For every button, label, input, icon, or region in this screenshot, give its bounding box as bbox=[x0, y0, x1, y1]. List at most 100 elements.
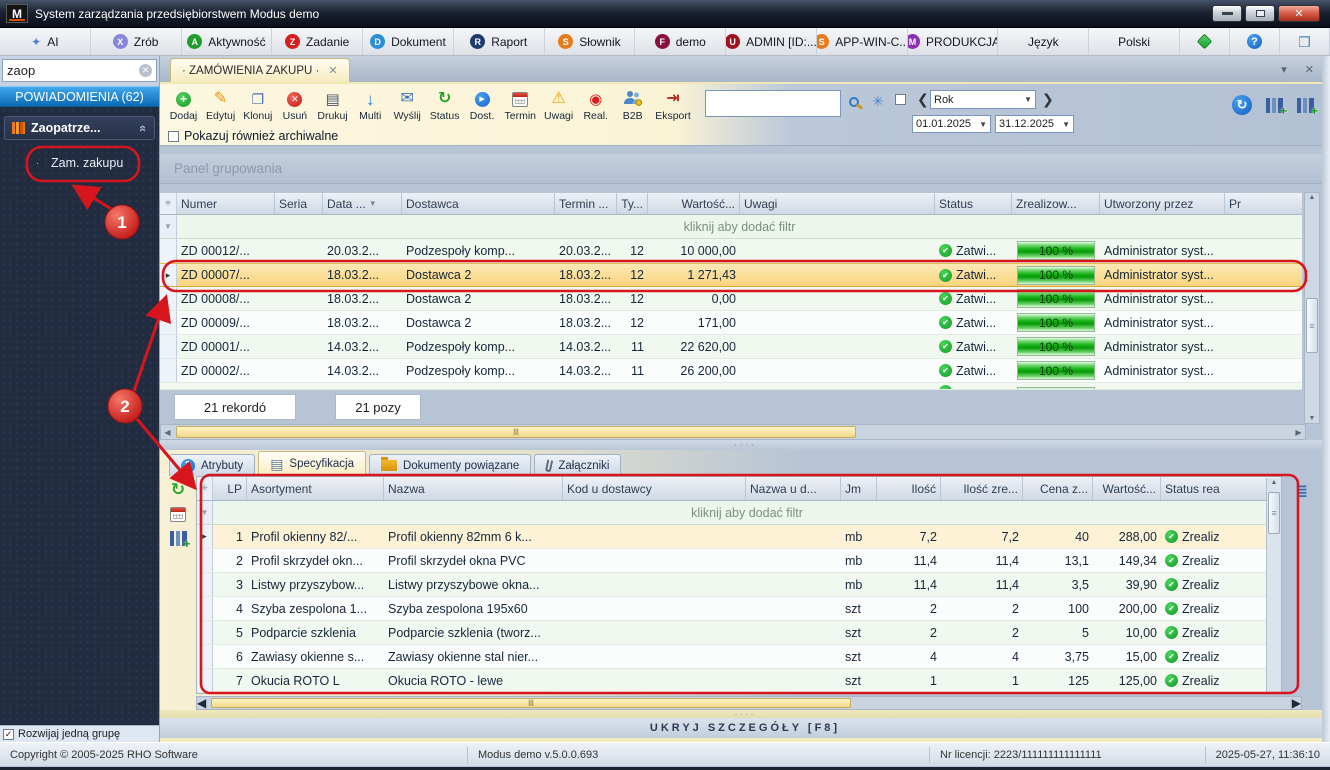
toolbar-button-multi[interactable]: ↓ Multi bbox=[352, 86, 389, 123]
toolbar-button-status[interactable]: ↻ Status bbox=[426, 86, 464, 123]
detail-tab-atrybuty[interactable]: ? Atrybuty bbox=[169, 454, 256, 476]
notifications-bar[interactable]: POWIADOMIENIA (62) bbox=[0, 86, 159, 107]
column-header-nazwa[interactable]: Nazwa bbox=[384, 477, 563, 500]
sidebar-item-zam-zakupu[interactable]: · Zam. zakupu bbox=[4, 151, 155, 175]
menu-item-admin-id-[interactable]: U ADMIN [ID:... bbox=[726, 28, 817, 55]
tabstrip-dropdown-icon[interactable]: ▾ bbox=[1281, 63, 1287, 76]
orders-vscrollbar[interactable]: ▲ ≡ ▼ bbox=[1304, 192, 1320, 424]
menu-item-polski[interactable]: Polski bbox=[1089, 28, 1180, 55]
period-preset-select[interactable]: Rok ▼ bbox=[930, 90, 1036, 109]
menu-item-s-ownik[interactable]: S Słownik bbox=[545, 28, 636, 55]
date-from-select[interactable]: 01.01.2025 ▼ bbox=[912, 115, 991, 133]
bottom-splitter-handle[interactable]: ···· bbox=[160, 709, 1330, 720]
splitter-handle[interactable]: ···· bbox=[160, 439, 1330, 451]
column-header-nazwa_u[interactable]: Nazwa u d... bbox=[746, 477, 841, 500]
detail-tab-dokumenty-powi-zane[interactable]: Dokumenty powiązane bbox=[368, 454, 532, 476]
tab-zamowienia-zakupu[interactable]: · ZAMÓWIENIA ZAKUPU · ✕ bbox=[170, 58, 350, 82]
order-row[interactable]: ZD 00009/... 18.03.2... Dostawca 2 18.03.2.… bbox=[160, 311, 1302, 335]
menu-item-raport[interactable]: R Raport bbox=[454, 28, 545, 55]
column-header-wartosc[interactable]: Wartość... bbox=[1093, 477, 1161, 500]
column-header-numer[interactable]: Numer bbox=[177, 193, 275, 214]
menu-button-help-icon[interactable]: ? bbox=[1230, 28, 1280, 55]
toolbar-button-drukuj[interactable]: ▤ Drukuj bbox=[313, 86, 351, 123]
order-row[interactable]: ▸ ZD 00007/... 18.03.2... Dostawca 2 18.03.2… bbox=[160, 263, 1302, 287]
column-header-wartosc[interactable]: Wartość... bbox=[648, 193, 740, 214]
clear-search-icon[interactable]: ✕ bbox=[139, 64, 152, 77]
menu-item-aktywno-[interactable]: A Aktywność bbox=[182, 28, 273, 55]
column-header-cena[interactable]: Cena z... bbox=[1023, 477, 1093, 500]
spec-vscrollbar[interactable]: ▲ ≡ bbox=[1266, 478, 1281, 693]
spec-row[interactable]: 5 Podparcie szklenia Podparcie szklenia (t… bbox=[197, 621, 1281, 645]
hide-details-bar[interactable]: UKRYJ SZCZEGÓŁY [F8] bbox=[160, 718, 1330, 742]
menu-item-j-zyk[interactable]: Język bbox=[998, 28, 1090, 55]
search-option-checkbox[interactable] bbox=[895, 94, 906, 105]
menu-item-zr-b[interactable]: X Zrób bbox=[91, 28, 182, 55]
sidebar-search-box[interactable]: ✕ bbox=[2, 59, 157, 82]
layout-list-icon[interactable]: ≣ bbox=[1295, 483, 1308, 500]
scroll-up-icon[interactable]: ▲ bbox=[1308, 194, 1316, 201]
toolbar-button-wy-lij[interactable]: ✉ Wyślij bbox=[389, 86, 426, 123]
column-header-typ[interactable]: Ty... bbox=[617, 193, 648, 214]
restore-button[interactable] bbox=[1245, 5, 1275, 22]
quick-search-input[interactable] bbox=[706, 91, 840, 116]
column-header-status[interactable]: Status rea bbox=[1161, 477, 1281, 500]
toolbar-button-real-[interactable]: ◉ Real. bbox=[577, 86, 614, 123]
add-column-view-icon[interactable] bbox=[1266, 97, 1287, 118]
expand-group-checkbox[interactable]: ✓ bbox=[3, 728, 14, 740]
scroll-right-icon[interactable]: ▶ bbox=[1291, 696, 1301, 710]
spec-row[interactable]: 3 Listwy przyszybow... Listwy przyszybowe … bbox=[197, 573, 1281, 597]
spec-filter-row[interactable]: ▼ kliknij aby dodać filtr bbox=[197, 501, 1281, 525]
detail-refresh-icon[interactable]: ↻ bbox=[170, 479, 186, 499]
quick-search-box[interactable] bbox=[705, 90, 841, 117]
tabstrip-close-icon[interactable]: ✕ bbox=[1304, 63, 1314, 76]
orders-vscroll-thumb[interactable]: ≡ bbox=[1306, 298, 1318, 353]
column-header-lp[interactable]: LP bbox=[213, 477, 247, 500]
scroll-left-icon[interactable]: ◀ bbox=[164, 427, 171, 437]
menu-item-app-win-c-[interactable]: S APP-WIN-C... bbox=[816, 28, 908, 55]
menu-item-produkcja[interactable]: M PRODUKCJA bbox=[907, 28, 999, 55]
column-header-data[interactable]: Data ... ▼ bbox=[323, 193, 402, 214]
toolbar-button-dost-[interactable]: ▶ Dost. bbox=[464, 86, 501, 122]
spec-row[interactable]: 6 Zawiasy okienne s... Zawiasy okienne sta… bbox=[197, 645, 1281, 669]
menu-item-ai[interactable]: ✦ AI bbox=[0, 28, 91, 55]
detail-add-column-icon[interactable] bbox=[169, 531, 191, 551]
spec-row[interactable]: 4 Szyba zespolona 1... Szyba zespolona 195… bbox=[197, 597, 1281, 621]
column-header-seria[interactable]: Seria bbox=[275, 193, 323, 214]
column-header-uwagi[interactable]: Uwagi bbox=[740, 193, 935, 214]
group-panel[interactable]: Panel grupowania bbox=[160, 154, 1330, 184]
search-icon[interactable] bbox=[849, 97, 859, 107]
spec-vscroll-thumb[interactable]: ≡ bbox=[1268, 492, 1280, 534]
toolbar-button-usu-[interactable]: ✕ Usuń bbox=[276, 86, 313, 122]
toolbar-button-eksport[interactable]: ⇥ Eksport bbox=[651, 86, 695, 123]
scroll-down-icon[interactable]: ▼ bbox=[1308, 415, 1316, 422]
date-to-select[interactable]: 31.12.2025 ▼ bbox=[995, 115, 1074, 133]
orders-hscroll-thumb[interactable]: Ⅲ bbox=[176, 426, 856, 438]
scroll-up-icon[interactable]: ▲ bbox=[1270, 479, 1278, 486]
period-next-icon[interactable]: ❯ bbox=[1042, 91, 1054, 107]
sidebar-search-input[interactable] bbox=[7, 63, 139, 78]
spec-row[interactable]: ▸ 1 Profil okienny 82/... Profil okienny 82… bbox=[197, 525, 1281, 549]
order-row[interactable]: ✔ bbox=[160, 383, 1302, 390]
spec-row[interactable]: 7 Okucia ROTO L Okucia ROTO - lewe szt 1 1 125… bbox=[197, 669, 1281, 693]
detail-tab-za-czniki[interactable]: Załączniki bbox=[534, 454, 622, 476]
column-header-zrealizowano[interactable]: Zrealizow... bbox=[1012, 193, 1100, 214]
column-header-status[interactable]: Status bbox=[935, 193, 1012, 214]
detail-calendar-icon[interactable] bbox=[170, 507, 186, 522]
orders-hscrollbar[interactable]: ◀ Ⅲ ▶ bbox=[160, 424, 1306, 440]
period-prev-icon[interactable]: ❮ bbox=[917, 91, 929, 107]
sidebar-group-zaopatrzenie[interactable]: Zaopatrze... « bbox=[4, 116, 155, 140]
toolbar-button-dodaj[interactable]: + Dodaj bbox=[165, 86, 202, 122]
spec-row[interactable]: 2 Profil skrzydeł okn... Profil skrzydeł o… bbox=[197, 549, 1281, 573]
orders-filter-row[interactable]: ▼ kliknij aby dodać filtr bbox=[160, 215, 1302, 239]
toolbar-button-uwagi[interactable]: ⚠ Uwagi bbox=[540, 86, 577, 123]
tab-close-icon[interactable]: ✕ bbox=[328, 65, 338, 77]
close-button[interactable]: ✕ bbox=[1278, 5, 1320, 22]
refresh-icon[interactable]: ↻ bbox=[1232, 95, 1252, 115]
minimize-button[interactable] bbox=[1212, 5, 1242, 22]
search-settings-icon[interactable]: ✳ bbox=[872, 93, 884, 109]
column-header-pr[interactable]: Pr bbox=[1225, 193, 1302, 214]
column-header-jm[interactable]: Jm bbox=[841, 477, 877, 500]
add-column-layout-icon[interactable] bbox=[1297, 97, 1318, 118]
scroll-right-icon[interactable]: ▶ bbox=[1295, 427, 1302, 437]
